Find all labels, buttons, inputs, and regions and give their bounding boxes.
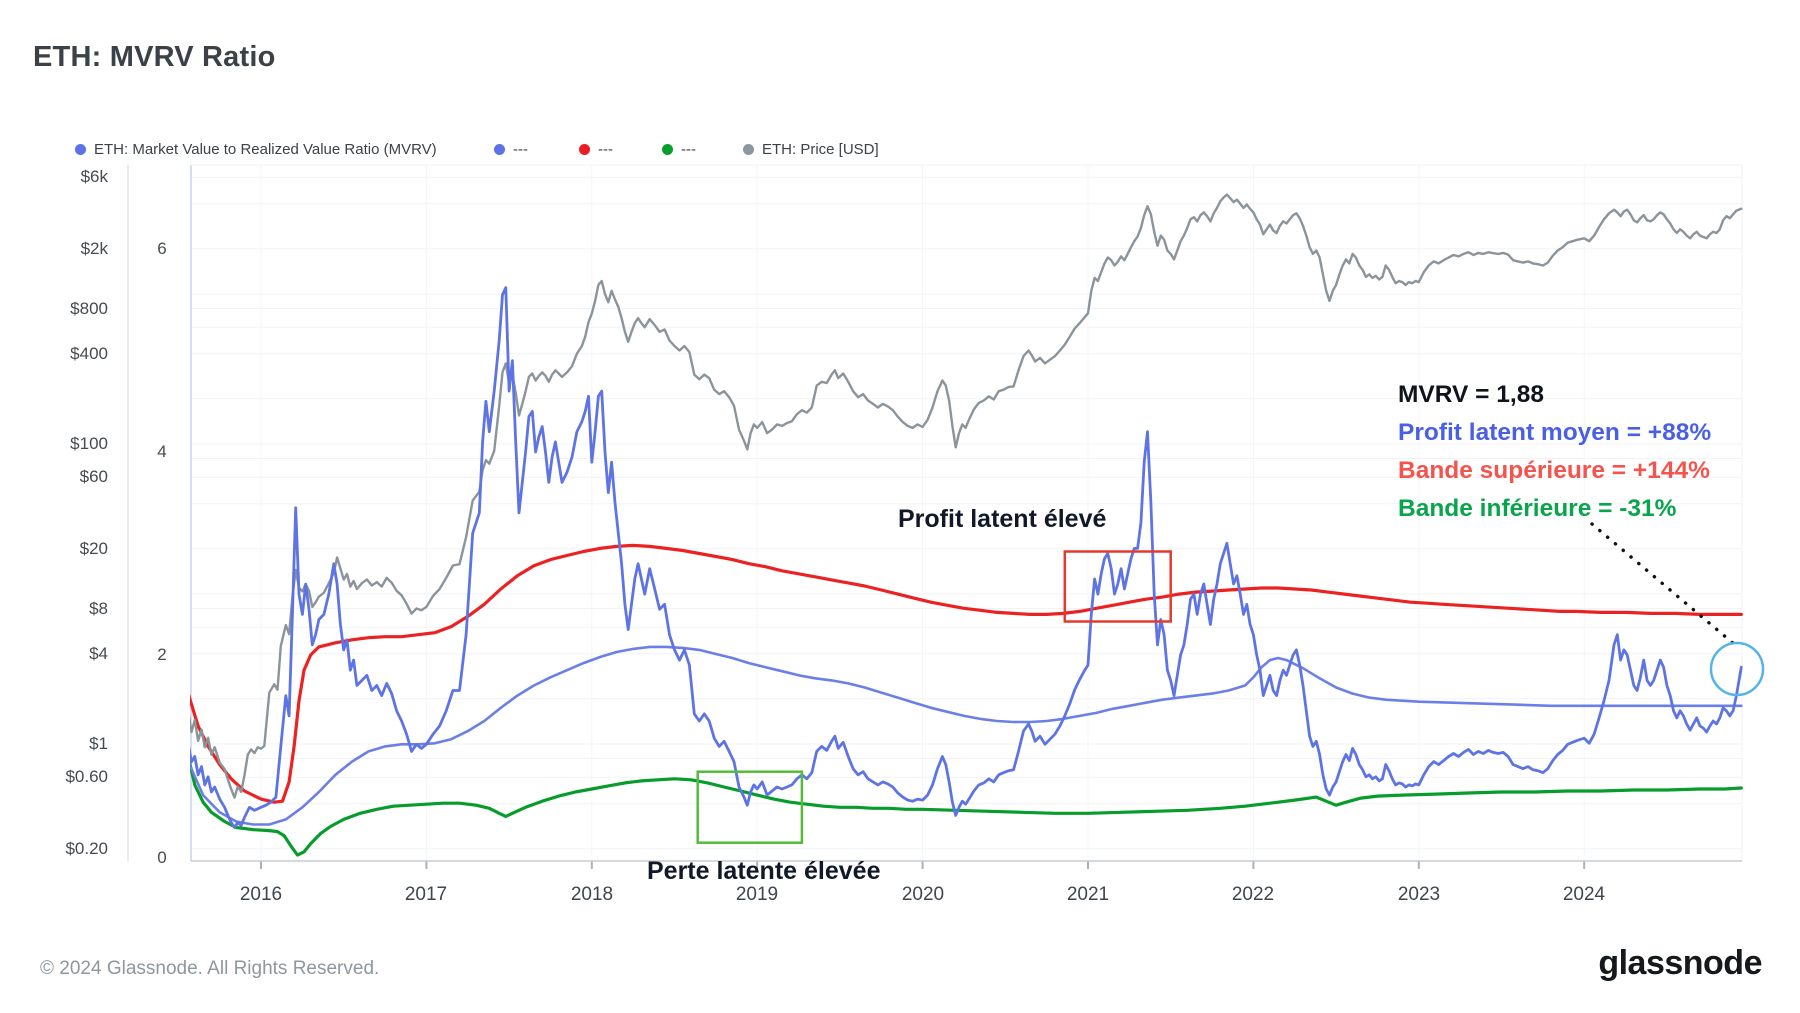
legend-item-2[interactable]: ---	[579, 141, 613, 158]
endpoint-highlight-circle	[1709, 641, 1765, 697]
price-tick-label: $0.20	[65, 839, 108, 858]
price-tick-label: $0.60	[65, 767, 108, 786]
legend-dot-icon	[743, 144, 754, 155]
legend-item-label: ---	[681, 141, 696, 158]
callout-upper-band-value: Bande supérieure = +144%	[1398, 457, 1710, 484]
price-tick-label: $800	[70, 299, 108, 318]
callout-lower-band-value: Bande inférieure = -31%	[1398, 495, 1677, 522]
price-tick-label: $1	[89, 734, 108, 753]
legend-item-label: ETH: Market Value to Realized Value Rati…	[94, 141, 437, 158]
legend-item-label: ---	[598, 141, 613, 158]
year-tick-label: 2017	[404, 884, 448, 905]
price-tick-label: $400	[70, 344, 108, 363]
series-mvrv-line	[190, 286, 1743, 829]
price-tick-label: $6k	[80, 167, 108, 186]
legend-dot-icon	[662, 144, 673, 155]
series-mean-band-line	[190, 645, 1743, 826]
legend-item-label: ---	[513, 141, 528, 158]
legend-item-0[interactable]: ETH: Market Value to Realized Value Rati…	[75, 141, 437, 158]
year-tick-label: 2018	[570, 884, 614, 905]
mvrv-tick-label: 6	[157, 239, 167, 258]
year-tick-label: 2023	[1397, 884, 1441, 905]
price-tick-label: $60	[79, 467, 108, 486]
year-tick-label: 2024	[1562, 884, 1606, 905]
high-loss-green-box	[696, 770, 804, 844]
year-tick-label: 2019	[735, 884, 779, 905]
legend-item-3[interactable]: ---	[662, 141, 696, 158]
price-tick-label: $4	[89, 644, 108, 663]
year-tick-label: 2022	[1231, 884, 1275, 905]
price-tick-label: $2k	[80, 239, 108, 258]
series-price-line	[190, 193, 1743, 799]
mvrv-tick-label: 2	[157, 645, 167, 664]
chart-legend: ETH: Market Value to Realized Value Rati…	[0, 141, 1800, 161]
legend-dot-icon	[75, 144, 86, 155]
high-loss-annotation: Perte latente élevée	[647, 857, 881, 885]
price-tick-label: $20	[79, 539, 108, 558]
legend-dot-icon	[579, 144, 590, 155]
callout-mean-value: Profit latent moyen = +88%	[1398, 419, 1712, 446]
year-tick-label: 2016	[239, 884, 283, 905]
legend-item-label: ETH: Price [USD]	[762, 141, 879, 158]
mvrv-tick-label: 0	[157, 848, 167, 867]
mvrv-tick-label: 4	[157, 442, 167, 461]
page-title: ETH: MVRV Ratio	[33, 41, 276, 73]
mvrv-callout-block: MVRV = 1,88 Profit latent moyen = +88% B…	[1398, 376, 1711, 528]
high-profit-annotation: Profit latent élevé	[898, 505, 1107, 533]
series-upper-band-line	[190, 543, 1743, 804]
high-profit-red-box	[1063, 550, 1172, 623]
glassnode-logo: glassnode	[1598, 944, 1762, 982]
year-tick-label: 2020	[901, 884, 945, 905]
legend-item-4[interactable]: ETH: Price [USD]	[743, 141, 879, 158]
callout-pointer-dotted-line	[1590, 522, 1736, 646]
year-tick-label: 2021	[1066, 884, 1110, 905]
copyright-text: © 2024 Glassnode. All Rights Reserved.	[40, 958, 380, 979]
legend-dot-icon	[494, 144, 505, 155]
callout-mvrv-value: MVRV = 1,88	[1398, 381, 1544, 408]
series-lower-band-line	[190, 757, 1743, 857]
price-tick-label: $8	[89, 599, 108, 618]
price-tick-label: $100	[70, 434, 108, 453]
legend-item-1[interactable]: ---	[494, 141, 528, 158]
